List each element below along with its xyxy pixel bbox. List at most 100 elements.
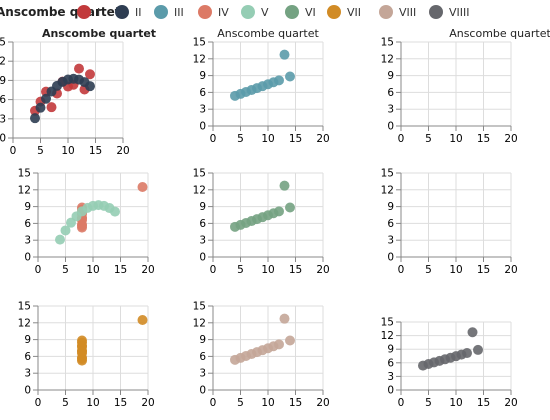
point-series-v	[60, 225, 71, 236]
point-series-viii	[235, 352, 246, 363]
panel-1: 0 5 10 15 20 0 3 6 9 12 15 Anscombe quartet	[0, 27, 156, 157]
point-series-vii	[77, 346, 87, 357]
x-tick-label: 10	[261, 264, 274, 276]
point-series-ii	[57, 76, 68, 87]
x-tick-label: 5	[62, 397, 69, 409]
point-series-i	[85, 69, 95, 80]
point-series-iv	[77, 220, 87, 231]
x-tick-label: 10	[86, 397, 99, 409]
y-tick-label: 9	[199, 70, 206, 82]
y-tick-label: 3	[387, 371, 394, 383]
y-tick-label: 15	[193, 168, 206, 180]
y-tick-label: 9	[387, 344, 394, 356]
y-tick-label: 12	[193, 317, 206, 329]
y-tick-label: 12	[193, 184, 206, 196]
point-series-v	[99, 200, 109, 211]
point-series-iii	[235, 88, 246, 99]
panel-2: 0 5 10 15 20 0 3 6 9 12 15 Anscombe quartet	[193, 27, 330, 145]
x-tick-label: 5	[62, 264, 69, 276]
y-tick-label: 15	[381, 37, 394, 49]
x-tick-label: 15	[289, 133, 302, 145]
x-tick-label: 15	[289, 264, 302, 276]
point-series-iii	[274, 75, 284, 86]
x-tick-label: 10	[261, 397, 274, 409]
y-tick-label: 12	[0, 56, 6, 68]
y-tick-label: 3	[0, 113, 6, 125]
x-tick-label: 0	[398, 397, 405, 409]
point-series-ii	[30, 113, 40, 124]
point-series-iii	[246, 85, 257, 96]
y-tick-label: 3	[24, 368, 31, 380]
y-tick-label: 6	[387, 87, 394, 99]
x-tick-label: 10	[449, 264, 462, 276]
y-tick-label: 0	[199, 385, 206, 397]
x-tick-label: 20	[141, 264, 154, 276]
x-tick-label: 20	[504, 133, 517, 145]
point-series-vi	[235, 219, 246, 230]
y-tick-label: 0	[387, 252, 394, 264]
panel-7: 0 5 10 15 20 0 3 6 9 12 15	[18, 301, 155, 410]
point-series-viii	[285, 335, 295, 346]
x-tick-label: 15	[477, 397, 490, 409]
x-tick-label: 0	[35, 397, 42, 409]
x-tick-label: 20	[316, 397, 329, 409]
point-series-viiii	[434, 355, 445, 366]
y-tick-label: 6	[199, 87, 206, 99]
legend-swatch-7	[327, 5, 341, 19]
point-series-viiii	[462, 348, 472, 359]
y-tick-label: 0	[0, 133, 6, 145]
point-series-viiii	[473, 344, 483, 355]
y-tick-label: 3	[387, 235, 394, 247]
y-tick-label: 3	[199, 104, 206, 116]
x-tick-label: 5	[425, 397, 432, 409]
legend-label-3: III	[174, 6, 184, 19]
x-tick-label: 5	[237, 133, 244, 145]
legend-swatch-6	[285, 5, 299, 19]
point-series-v	[71, 211, 82, 222]
y-tick-label: 0	[199, 252, 206, 264]
panel-6: 0 5 10 15 20 0 3 6 9 12 15	[381, 168, 518, 277]
x-tick-label: 5	[237, 264, 244, 276]
point-series-iv	[137, 182, 148, 192]
legend-label-1: I	[97, 6, 100, 19]
y-tick-label: 6	[387, 357, 394, 369]
x-tick-label: 0	[398, 133, 405, 145]
point-series-vi	[279, 180, 290, 191]
point-series-viiii	[423, 359, 434, 370]
x-tick-label: 5	[37, 145, 44, 157]
point-series-viii	[274, 339, 284, 350]
point-series-v	[55, 234, 65, 245]
point-series-vi	[246, 216, 257, 227]
y-tick-label: 15	[18, 168, 31, 180]
point-series-viiii	[445, 352, 456, 363]
x-tick-label: 15	[477, 133, 490, 145]
y-tick-label: 9	[0, 75, 6, 87]
y-tick-label: 0	[24, 252, 31, 264]
panel-title: Anscombe quartet	[42, 27, 156, 40]
panel-5: 0 5 10 15 20 0 3 6 9 12 15	[193, 168, 330, 277]
y-tick-label: 0	[387, 385, 394, 397]
x-tick-label: 20	[316, 264, 329, 276]
y-tick-label: 15	[381, 317, 394, 329]
x-tick-label: 5	[237, 397, 244, 409]
x-tick-label: 0	[210, 397, 217, 409]
legend-swatch-2	[115, 5, 129, 19]
x-tick-label: 10	[449, 133, 462, 145]
y-tick-label: 3	[387, 104, 394, 116]
panel-title: Anscombe quartet	[217, 27, 319, 40]
y-tick-label: 12	[381, 330, 394, 342]
x-tick-label: 10	[261, 133, 274, 145]
y-tick-label: 0	[24, 385, 31, 397]
legend-label-5: V	[261, 6, 269, 19]
x-tick-label: 0	[210, 133, 217, 145]
x-tick-label: 20	[141, 397, 154, 409]
point-series-vii	[137, 315, 148, 325]
y-tick-label: 6	[199, 218, 206, 230]
legend-swatch-8	[379, 5, 393, 19]
x-tick-label: 0	[210, 264, 217, 276]
legend-swatch-4	[198, 5, 212, 19]
x-tick-label: 15	[289, 397, 302, 409]
x-tick-label: 10	[61, 145, 74, 157]
